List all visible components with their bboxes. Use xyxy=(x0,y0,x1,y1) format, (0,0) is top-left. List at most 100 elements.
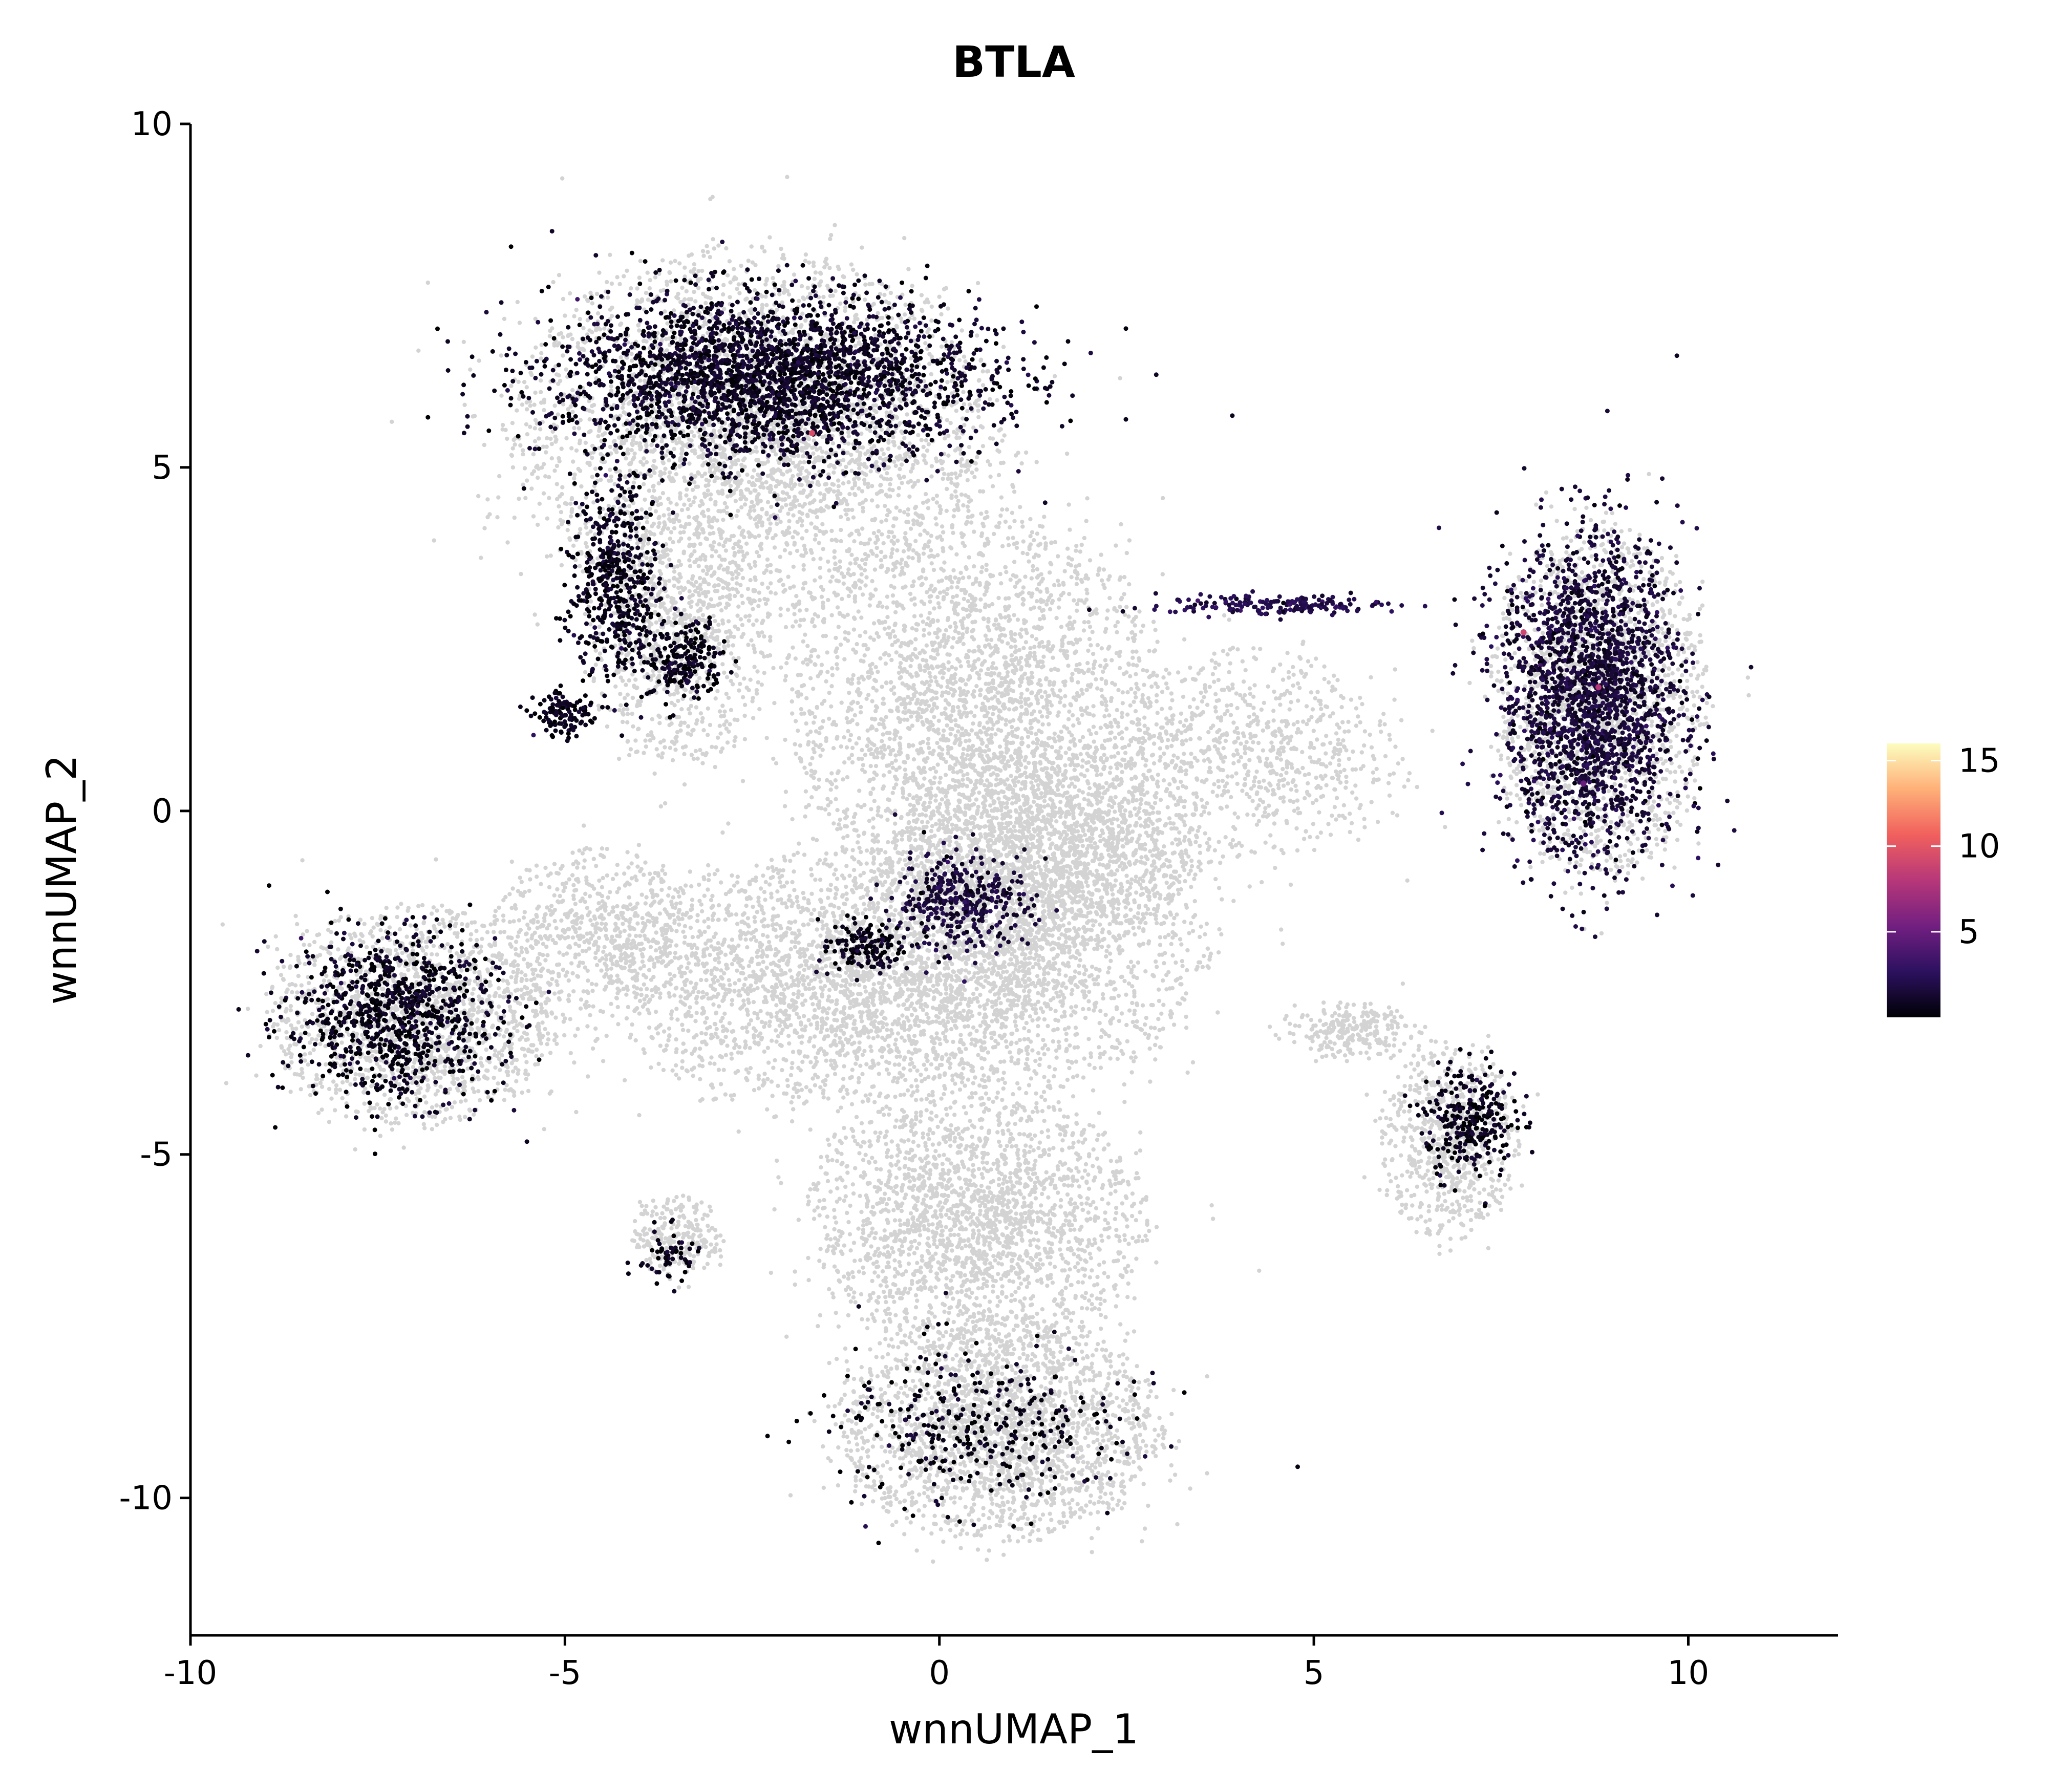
cell-point xyxy=(820,748,825,752)
cell-point xyxy=(689,430,694,434)
cell-point xyxy=(972,529,976,534)
cell-point xyxy=(593,648,598,653)
cell-point xyxy=(733,462,738,466)
cell-point xyxy=(710,195,715,199)
cell-point xyxy=(1006,536,1011,541)
cell-point xyxy=(693,749,698,754)
cell-point xyxy=(768,634,773,639)
cell-point xyxy=(1001,345,1006,349)
cell-point xyxy=(864,473,868,477)
cell-point xyxy=(845,502,849,507)
cell-point xyxy=(629,351,634,356)
cell-point xyxy=(996,728,1001,732)
cell-point xyxy=(1116,724,1121,729)
cell-point xyxy=(654,499,659,503)
cell-point xyxy=(752,468,757,473)
cell-point xyxy=(753,578,758,582)
cell-point xyxy=(998,572,1002,577)
cell-point xyxy=(677,463,682,468)
cell-point xyxy=(521,482,525,487)
cell-point xyxy=(959,469,964,474)
cell-point xyxy=(805,494,810,499)
cell-point xyxy=(665,348,669,353)
cell-point xyxy=(945,685,950,689)
cell-point xyxy=(711,439,715,443)
cell-point xyxy=(889,657,894,663)
cell-point xyxy=(999,495,1004,500)
cell-point xyxy=(945,486,949,492)
cell-point xyxy=(867,537,872,542)
cell-point xyxy=(846,567,851,572)
cell-point xyxy=(805,333,810,337)
cell-point xyxy=(788,468,793,473)
cell-point xyxy=(765,459,771,464)
cell-point xyxy=(713,589,718,593)
cell-point xyxy=(833,289,838,293)
cell-point xyxy=(933,456,938,461)
cell-point xyxy=(751,622,756,627)
cell-point xyxy=(627,504,632,508)
cell-point xyxy=(829,528,834,534)
cell-point xyxy=(833,778,838,783)
cell-point xyxy=(618,323,623,327)
cell-point xyxy=(697,523,702,528)
cell-point xyxy=(1004,722,1008,727)
cell-point xyxy=(622,410,626,415)
cell-point xyxy=(769,487,774,492)
cell-point xyxy=(682,502,687,507)
cell-point xyxy=(783,790,788,794)
cell-point xyxy=(868,469,873,474)
cell-point xyxy=(536,475,540,480)
cell-point xyxy=(735,613,740,618)
cell-point xyxy=(895,638,900,643)
cell-point xyxy=(468,367,473,372)
cell-point xyxy=(653,603,658,608)
cell-point xyxy=(822,496,826,500)
cell-point xyxy=(651,581,656,586)
cell-point xyxy=(906,547,911,552)
cell-point xyxy=(791,460,796,465)
cell-point xyxy=(925,448,930,453)
cell-point xyxy=(707,602,712,607)
cell-point xyxy=(749,505,753,509)
cell-point xyxy=(744,541,749,546)
cell-point xyxy=(843,305,848,310)
cell-point xyxy=(784,503,788,507)
cell-point xyxy=(811,746,816,752)
cell-point xyxy=(679,440,684,445)
cell-point xyxy=(943,436,947,441)
cell-point xyxy=(1094,677,1098,682)
cell-point xyxy=(1072,598,1076,603)
cell-point xyxy=(733,593,737,599)
cell-point xyxy=(696,609,700,613)
cell-point xyxy=(616,547,621,552)
cell-point xyxy=(667,723,672,728)
cell-point xyxy=(655,549,660,554)
cell-point xyxy=(773,591,778,596)
cell-point xyxy=(672,584,677,588)
cell-point xyxy=(926,442,931,446)
cell-point xyxy=(781,315,785,320)
cell-point xyxy=(673,259,677,263)
cell-point xyxy=(659,337,664,343)
cell-point xyxy=(792,272,797,277)
cell-point xyxy=(913,637,918,642)
cell-point xyxy=(554,463,560,468)
cell-point xyxy=(816,455,821,459)
cell-point xyxy=(967,499,972,504)
cell-point xyxy=(719,557,724,562)
cell-point xyxy=(771,275,775,281)
cell-point xyxy=(670,758,675,763)
cell-point xyxy=(818,557,823,561)
cell-point xyxy=(802,460,806,464)
cell-point xyxy=(570,388,575,393)
cell-point xyxy=(1051,655,1055,660)
cell-point xyxy=(745,487,751,492)
cell-point xyxy=(976,415,981,419)
cell-point xyxy=(628,747,633,752)
cell-point xyxy=(564,436,569,441)
cell-point xyxy=(561,353,565,358)
cell-point xyxy=(929,464,934,468)
cell-point xyxy=(873,403,879,408)
cell-point xyxy=(959,328,964,333)
